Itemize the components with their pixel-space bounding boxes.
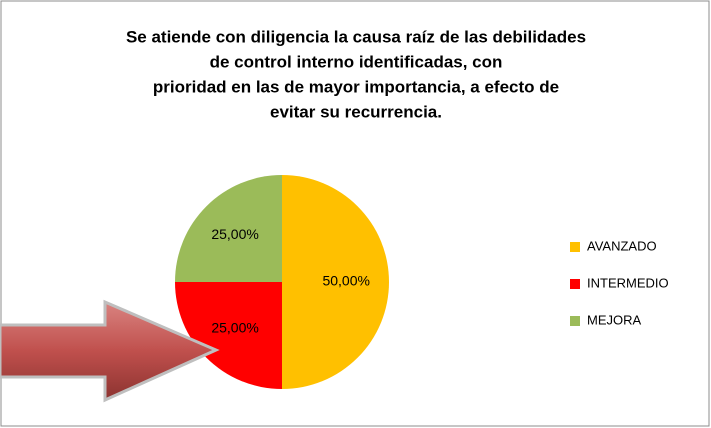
legend-label: AVANZADO: [587, 238, 657, 253]
pie-slice: [282, 175, 389, 389]
pie-slice: [175, 282, 282, 389]
data-label: 25,00%: [211, 320, 258, 336]
data-label: 25,00%: [211, 226, 258, 242]
legend-swatch: [570, 242, 580, 252]
chart-title: evitar su recurrencia.: [270, 102, 442, 121]
data-label: 50,00%: [322, 273, 369, 289]
legend-swatch: [570, 279, 580, 289]
legend-label: MEJORA: [587, 312, 642, 327]
chart-title: Se atiende con diligencia la causa raíz …: [126, 27, 586, 46]
arrow: [0, 299, 220, 403]
chart-title: de control interno identificadas, con: [210, 52, 503, 71]
chart-title: prioridad en las de mayor importancia, a…: [153, 77, 559, 96]
pie-slice: [175, 175, 282, 282]
legend-swatch: [570, 316, 580, 326]
legend-label: INTERMEDIO: [587, 275, 669, 290]
